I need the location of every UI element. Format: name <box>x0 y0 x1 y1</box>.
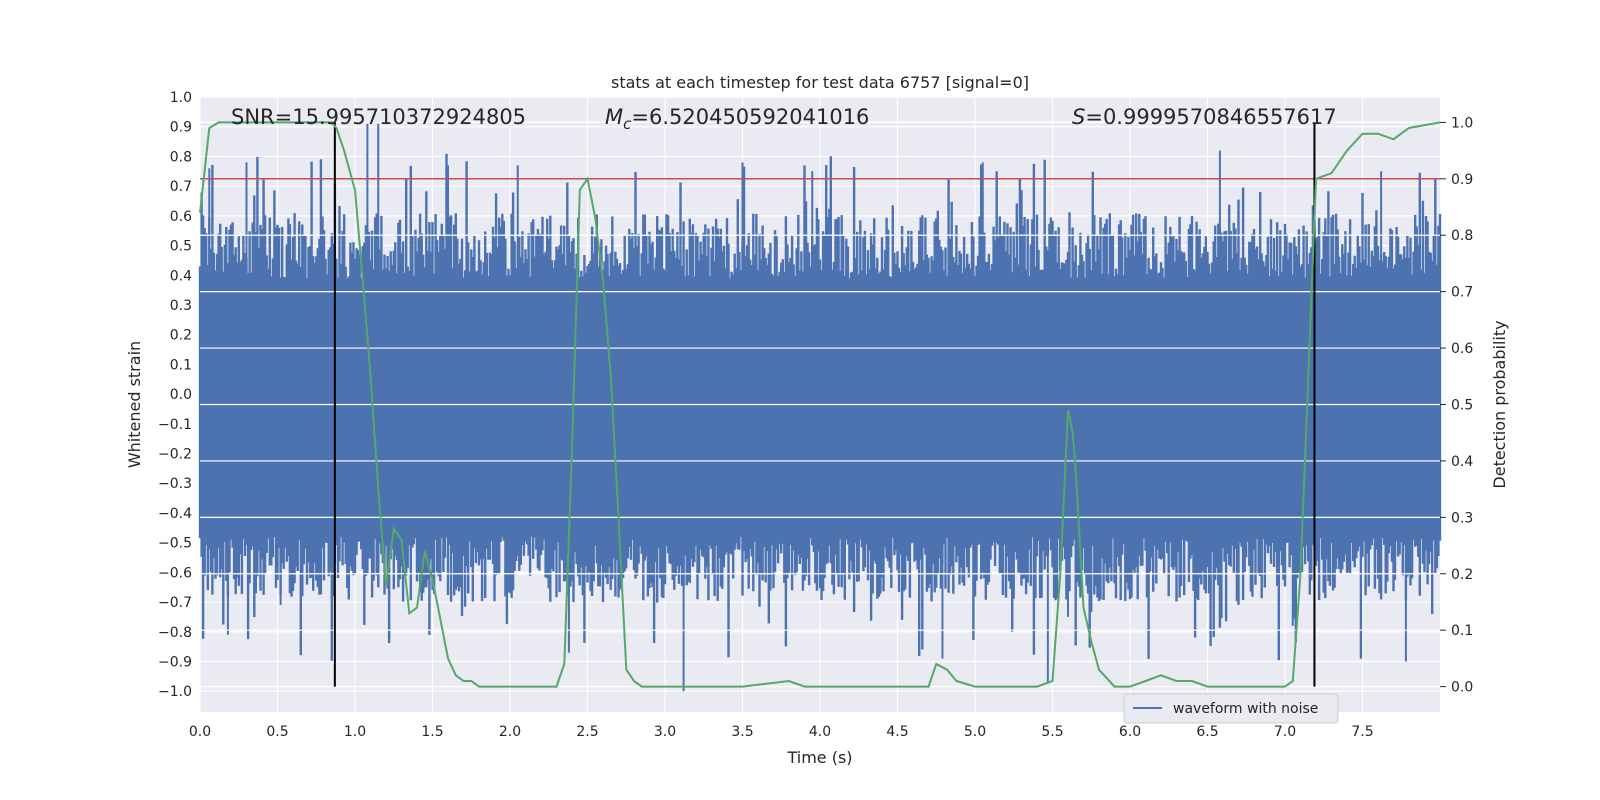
x-tick-label: 1.0 <box>344 724 366 740</box>
y2-axis-label: Detection probability <box>1490 320 1509 488</box>
x-tick-label: 6.0 <box>1119 724 1141 740</box>
y-tick-label: −0.3 <box>158 476 192 492</box>
x-tick-label: 5.5 <box>1041 724 1063 740</box>
y2-tick-label: 0.7 <box>1451 285 1473 301</box>
s-value: =0.9999570846557617 <box>1085 105 1336 129</box>
y-tick-label: 0.6 <box>170 209 192 225</box>
y-tick-label: 0.8 <box>170 149 192 165</box>
y2-tick-label: 0.0 <box>1451 680 1473 696</box>
s-symbol: S <box>1072 105 1085 129</box>
y-tick-label: 0.0 <box>170 387 192 403</box>
waveform-body <box>200 293 1440 522</box>
overlay-series <box>199 121 1441 688</box>
x-tick-label: 2.0 <box>499 724 521 740</box>
y-tick-label: 0.2 <box>170 328 192 344</box>
y-tick-label: −0.6 <box>158 565 192 581</box>
x-tick-label: 6.5 <box>1196 724 1218 740</box>
y2-tick-label: 0.2 <box>1451 567 1473 583</box>
x-tick-label: 1.5 <box>421 724 443 740</box>
legend-label: waveform with noise <box>1173 701 1318 717</box>
y-tick-label: 0.4 <box>170 268 192 284</box>
y-tick-label: −1.0 <box>158 684 192 700</box>
y-tick-label: −0.5 <box>158 536 192 552</box>
y2-tick-label: 0.1 <box>1451 623 1473 639</box>
waveform-series <box>198 123 1442 692</box>
y2-tick-label: 0.3 <box>1451 510 1473 526</box>
x-tick-label: 0.0 <box>189 724 211 740</box>
x-tick-label: 3.0 <box>654 724 676 740</box>
x-tick-label: 7.0 <box>1274 724 1296 740</box>
snr-annotation: SNR=15.995710372924805 <box>231 105 526 129</box>
x-tick-label: 4.0 <box>809 724 831 740</box>
y-tick-label: −0.1 <box>158 417 192 433</box>
legend-box <box>1123 693 1339 724</box>
y-tick-label: 0.7 <box>170 179 192 195</box>
y-tick-label: 0.5 <box>170 239 192 255</box>
x-tick-label: 3.5 <box>731 724 753 740</box>
s-annotation: S=0.9999570846557617 <box>1072 105 1337 129</box>
x-tick-label: 0.5 <box>266 724 288 740</box>
y-tick-label: −0.2 <box>158 447 192 463</box>
axis-ticks: 0.0 0.5 1.0 1.5 2.0 2.5 3.0 3.5 4.0 4.5 5.0 5.5 6.0 6… <box>158 90 1473 740</box>
y-tick-label: 0.1 <box>170 357 192 373</box>
chirp-mass-annotation: Mc=6.520450592041016 <box>605 105 869 133</box>
y-tick-label: −0.4 <box>158 506 192 522</box>
y-axis-label: Whitened strain <box>125 341 144 468</box>
y-tick-label: −0.9 <box>158 654 192 670</box>
x-tick-label: 2.5 <box>576 724 598 740</box>
y2-tick-label: 0.6 <box>1451 341 1473 357</box>
chirp-mass-subscript: c <box>623 115 632 133</box>
y-tick-label: 1.0 <box>170 90 192 106</box>
x-tick-label: 4.5 <box>886 724 908 740</box>
y-tick-label: 0.3 <box>170 298 192 314</box>
y2-tick-label: 0.5 <box>1451 398 1473 414</box>
y-tick-label: −0.7 <box>158 595 192 611</box>
y2-tick-label: 0.8 <box>1451 228 1473 244</box>
detection-probability-line <box>199 121 1441 688</box>
y-tick-label: −0.8 <box>158 625 192 641</box>
x-tick-label: 7.5 <box>1351 724 1373 740</box>
y2-tick-label: 0.4 <box>1451 454 1473 470</box>
x-axis-label: Time (s) <box>786 748 852 767</box>
legend: waveform with noise <box>1123 693 1339 724</box>
y-tick-label: 0.9 <box>170 120 192 136</box>
chart-title: stats at each timestep for test data 675… <box>611 73 1029 92</box>
x-tick-label: 5.0 <box>964 724 986 740</box>
chirp-mass-symbol: M <box>605 105 623 129</box>
chirp-mass-value: =6.520450592041016 <box>631 105 869 129</box>
y2-tick-label: 1.0 <box>1451 115 1473 131</box>
y2-tick-label: 0.9 <box>1451 172 1473 188</box>
